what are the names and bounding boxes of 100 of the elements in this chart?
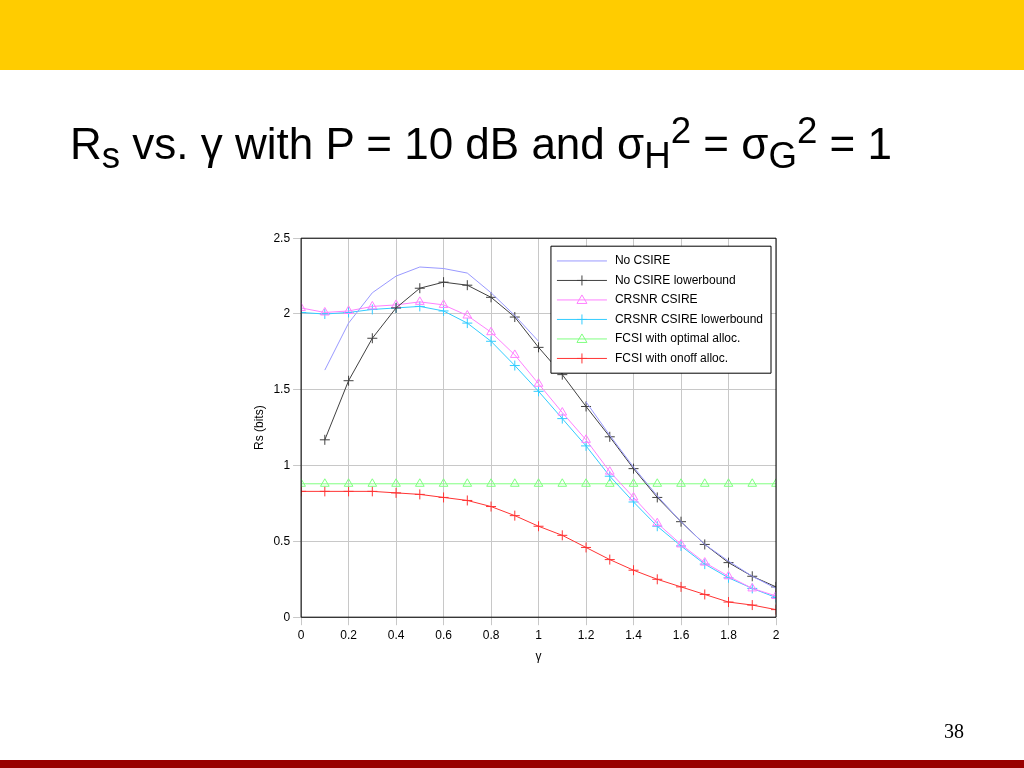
point [461, 317, 473, 329]
point [723, 596, 735, 608]
point [604, 466, 615, 475]
point [391, 299, 401, 308]
point [628, 564, 640, 576]
legend-label: No CSIRE [614, 253, 671, 268]
point [699, 478, 710, 487]
y-tick-label: 1.5 [273, 382, 291, 397]
point [604, 478, 615, 487]
point [320, 306, 330, 316]
point [628, 496, 640, 508]
point [557, 407, 568, 416]
point [533, 385, 545, 397]
y-tick-label: 0.5 [273, 533, 291, 548]
x-tick-label: 0.2 [340, 627, 358, 642]
point [581, 478, 591, 487]
point [509, 311, 521, 323]
point [604, 554, 616, 566]
point [367, 478, 378, 487]
point [366, 485, 378, 497]
point [652, 517, 663, 527]
point [438, 305, 450, 317]
x-tick-label: 2 [772, 627, 780, 642]
point [343, 485, 355, 497]
y-tick-label: 1 [283, 457, 291, 472]
point [486, 326, 496, 336]
point [581, 434, 591, 443]
y-tick-label: 2.5 [273, 230, 291, 245]
y-axis-title: Rs (bits) [251, 405, 266, 451]
point [604, 470, 616, 482]
point [366, 332, 378, 344]
chart-title: R$_{s}$ vs. γ with P = 10 dB and σ$_{H}$$^{2}$ = σ$_{G}$$^{2}$ = 1 [70, 110, 892, 177]
point [556, 529, 568, 541]
point [461, 494, 473, 506]
point [343, 305, 354, 314]
x-tick-label: 1.4 [625, 627, 643, 642]
point [746, 570, 758, 582]
point [390, 487, 402, 499]
y-tick-label: 0 [283, 609, 291, 624]
point [628, 478, 639, 487]
point [533, 378, 544, 387]
point [651, 573, 663, 585]
point [675, 540, 687, 552]
point [462, 310, 473, 319]
point [319, 308, 331, 320]
x-tick-label: 0 [297, 627, 305, 642]
legend-label: CRSNR CSIRE lowerbound [614, 311, 764, 326]
point [676, 478, 686, 487]
point [580, 400, 592, 412]
point [675, 516, 687, 528]
point [414, 488, 426, 500]
point [509, 349, 520, 358]
point [628, 491, 639, 501]
point [699, 557, 710, 566]
point [580, 541, 592, 553]
point [438, 491, 450, 503]
point [509, 478, 520, 487]
point [723, 557, 735, 569]
point [723, 572, 735, 584]
point [533, 478, 544, 487]
point [486, 478, 496, 487]
point [485, 291, 497, 303]
point [699, 588, 711, 600]
x-tick-label: 1 [535, 627, 543, 642]
point [533, 520, 545, 532]
x-tick-label: 0.4 [387, 627, 405, 642]
point [414, 282, 426, 294]
point [651, 520, 663, 532]
point [652, 478, 663, 487]
point [438, 478, 449, 487]
point [343, 375, 355, 387]
point [604, 431, 616, 443]
point [747, 478, 758, 487]
point [485, 335, 497, 347]
point [676, 538, 686, 548]
point [319, 434, 331, 446]
point [343, 478, 354, 487]
legend-label: CRSNR CSIRE [614, 292, 698, 307]
point [509, 360, 521, 372]
point [320, 478, 330, 487]
point [461, 279, 473, 291]
x-tick-label: 1.8 [720, 627, 738, 642]
legend-label: FCSI with onoff alloc. [614, 350, 729, 365]
point [699, 558, 711, 570]
point [628, 463, 640, 475]
point [343, 306, 355, 318]
point [462, 478, 473, 487]
x-tick-label: 0.8 [482, 627, 500, 642]
point [746, 599, 758, 611]
point [391, 478, 401, 487]
point [414, 478, 425, 487]
point [723, 478, 734, 487]
point [533, 341, 545, 353]
x-tick-label: 0.6 [435, 627, 453, 642]
x-tick-label: 1.6 [672, 627, 690, 642]
point [580, 440, 592, 452]
legend-label: FCSI with optimal alloc. [614, 331, 741, 346]
point [485, 501, 497, 513]
text: 38 [944, 720, 964, 743]
point [367, 300, 378, 310]
